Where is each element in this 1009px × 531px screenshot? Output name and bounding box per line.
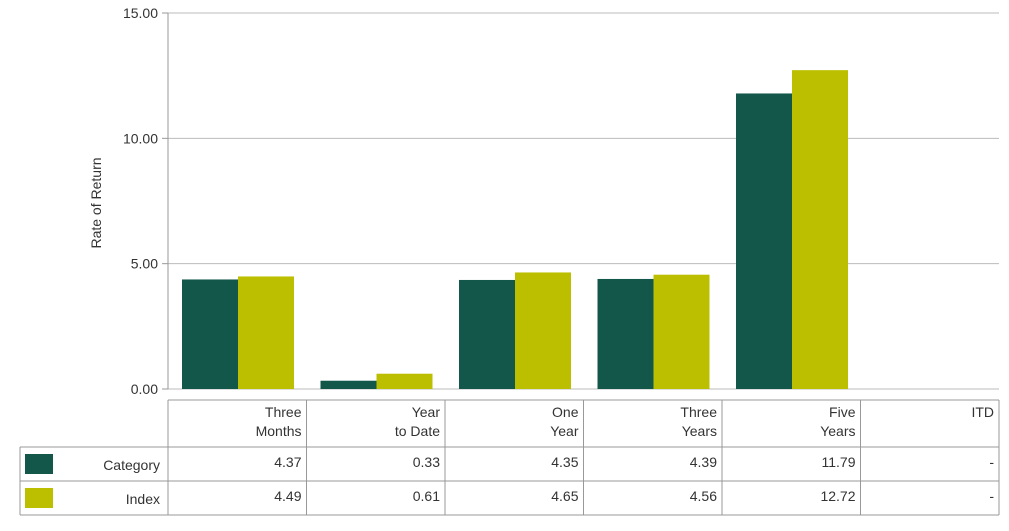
y-axis-label: Rate of Return	[88, 157, 104, 248]
bar-category-3	[597, 278, 654, 389]
y-tick-label: 0.00	[131, 381, 158, 397]
data-label: 12.72	[820, 488, 855, 504]
bar-category-1	[320, 380, 377, 389]
category-label: Months	[256, 423, 302, 439]
category-label: ITD	[971, 404, 994, 420]
data-label: -	[989, 454, 994, 470]
legend-swatch-index	[25, 488, 53, 508]
category-label: Years	[682, 423, 717, 439]
bar-category-0	[182, 279, 238, 389]
legend-label-index: Index	[126, 491, 160, 507]
data-label: 0.33	[413, 454, 440, 470]
legend-swatch-category	[25, 454, 53, 474]
data-label: -	[989, 488, 994, 504]
grid-lines	[168, 12, 999, 390]
axes: 0.00 5.00 10.00 15.00	[123, 5, 169, 397]
y-tick-label: 10.00	[123, 130, 158, 146]
bar-category-2	[459, 279, 515, 389]
y-tick-label: 5.00	[131, 256, 158, 272]
category-label: One	[552, 404, 579, 420]
category-label: Three	[265, 404, 302, 420]
data-label: 4.39	[690, 454, 717, 470]
bar-index-0	[238, 276, 294, 389]
data-label: 11.79	[822, 454, 856, 470]
bar-index-3	[653, 274, 710, 389]
bar-index-4	[792, 70, 848, 389]
bars	[182, 70, 848, 390]
data-label: 4.49	[274, 488, 301, 504]
category-label: Year	[412, 404, 441, 420]
data-label: 4.56	[690, 488, 717, 504]
y-tick-label: 15.00	[123, 5, 158, 21]
data-label: 4.35	[551, 454, 578, 470]
category-label: Years	[820, 423, 855, 439]
data-label: 0.61	[413, 488, 440, 504]
data-table: Three Months Year to Date One Year Three Years F…	[19, 399, 1000, 516]
bar-index-2	[515, 272, 571, 389]
category-label: Three	[680, 404, 717, 420]
legend-label-category: Category	[103, 457, 160, 473]
data-label: 4.65	[551, 488, 578, 504]
bar-category-4	[736, 93, 792, 390]
category-label: to Date	[395, 423, 440, 439]
data-label: 4.37	[274, 454, 301, 470]
category-label: Year	[550, 423, 579, 439]
bar-index-1	[376, 373, 433, 389]
category-label: Five	[829, 404, 856, 420]
